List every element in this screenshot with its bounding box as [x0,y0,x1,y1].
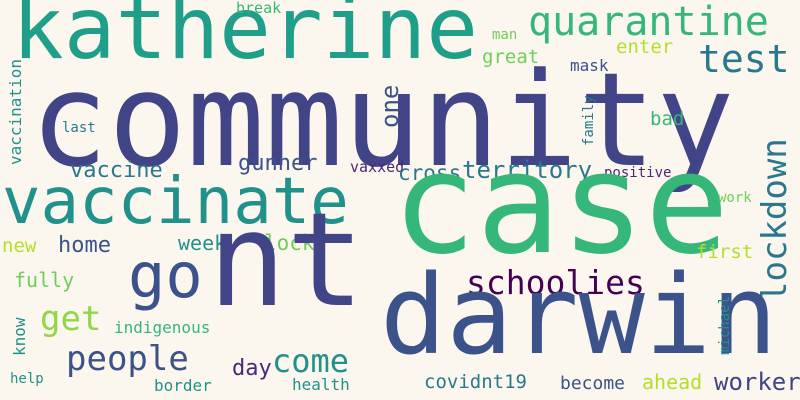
word-territory: territory [462,156,593,184]
word-lock: lock [264,231,315,255]
word-new: new [2,235,37,257]
word-vaccinate: vaccinate [2,165,349,239]
word-week: week [178,231,227,255]
word-break: break [236,0,282,17]
word-schoolies: schoolies [466,263,645,302]
word-great: great [482,46,540,68]
word-man: man [492,27,518,43]
word-darwin: darwin [380,251,778,379]
word-get: get [40,299,102,339]
word-katherine: katherine [12,0,478,79]
word-ahead: ahead [642,370,703,394]
word-come: come [272,342,350,380]
word-test: test [698,37,790,81]
word-community: community [30,44,735,196]
word-vaccine: vaccine [70,158,163,183]
word-go: go [128,239,203,312]
word-help: help [10,371,44,387]
word-day: day [232,356,272,381]
word-one: one [376,84,404,128]
word-home: home [58,233,111,258]
word-cross: cross [398,161,462,185]
word-first: first [696,241,754,263]
word-become: become [560,373,626,394]
word-people: people [66,339,189,379]
word-health: health [292,375,350,394]
word-quarantine: quarantine [528,0,769,45]
word-worker: worker [714,368,800,396]
word-enter: enter [616,36,674,58]
word-know: know [10,317,29,356]
word-michael: michael [717,295,733,355]
word-indigenous: indigenous [114,318,211,337]
word-covidnt19: covidnt19 [424,371,527,393]
word-nt: nt [208,184,365,336]
word-fully: fully [14,268,75,292]
word-bad: bad [650,108,685,130]
word-work: work [718,190,752,206]
word-border: border [154,376,212,395]
word-case: case [392,123,730,286]
word-last: last [62,120,96,136]
word-vaccination: vaccination [6,59,25,165]
word-positive: positive [604,165,672,181]
word-mask: mask [570,56,609,75]
word-gunner: gunner [238,151,318,176]
word-vaxxed: vaxxed [350,158,405,176]
